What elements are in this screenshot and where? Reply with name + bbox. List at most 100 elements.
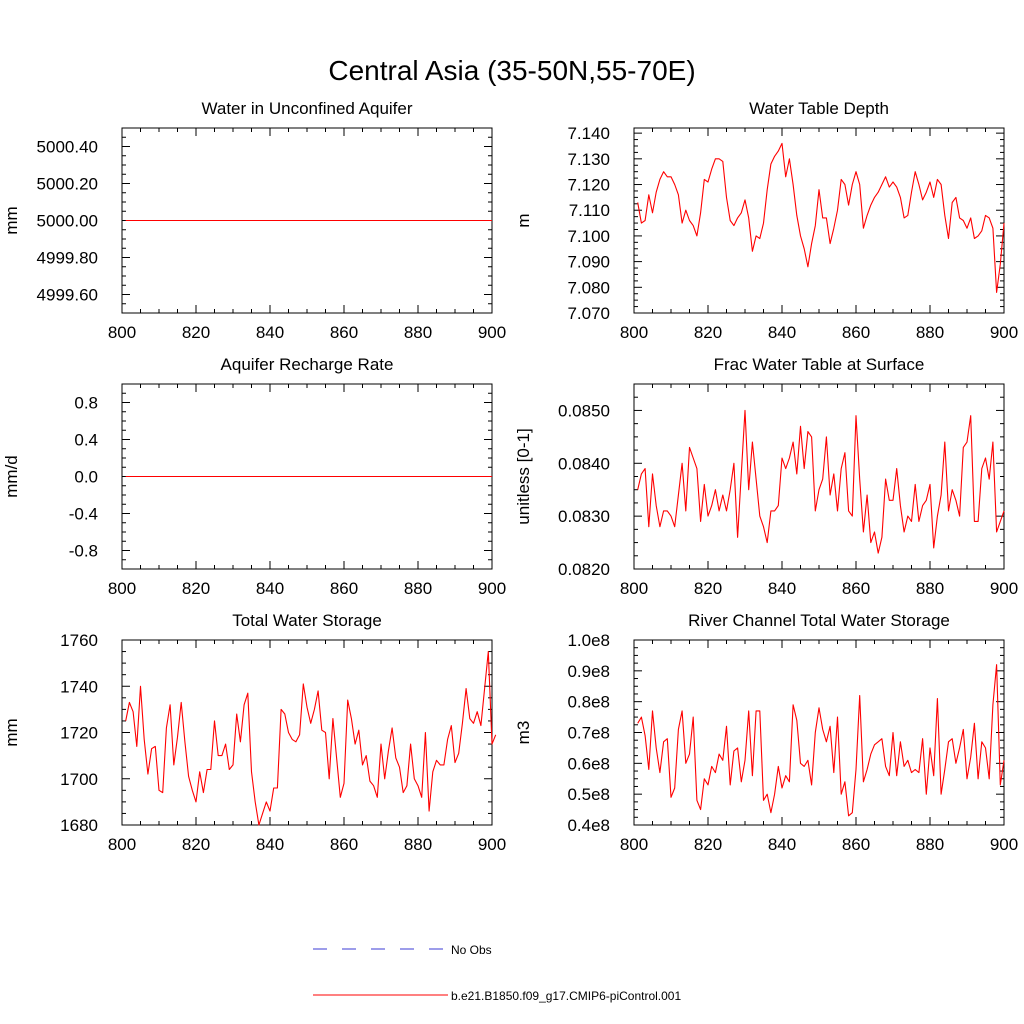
y-tick-label: -0.8 <box>69 542 98 561</box>
y-tick-label: 0.0830 <box>558 507 610 526</box>
x-tick-label: 860 <box>330 579 358 598</box>
x-tick-label: 800 <box>108 835 136 854</box>
x-tick-label: 900 <box>990 323 1018 342</box>
y-axis-label: m <box>514 213 533 227</box>
y-axis-label: mm <box>2 206 21 234</box>
x-tick-label: 860 <box>330 323 358 342</box>
x-tick-label: 860 <box>330 835 358 854</box>
y-tick-label: 1.0e8 <box>567 631 610 650</box>
plot-frame <box>633 383 1005 570</box>
legend-obs-label: No Obs <box>451 943 492 957</box>
x-tick-label: 860 <box>842 579 870 598</box>
y-tick-label: 0.5e8 <box>567 785 610 804</box>
y-tick-label: 0.7e8 <box>567 724 610 743</box>
x-tick-label: 820 <box>694 579 722 598</box>
x-tick-label: 880 <box>404 835 432 854</box>
y-tick-label: 5000.20 <box>37 175 98 194</box>
x-tick-label: 820 <box>694 835 722 854</box>
x-tick-label: 900 <box>990 579 1018 598</box>
legend: No Obs b.e21.B1850.f09_g17.CMIP6-piContr… <box>313 943 681 1003</box>
x-tick-label: 840 <box>256 323 284 342</box>
panel-2: Water Table Depth m 800 820 840 860 880 900 7.07… <box>514 99 1018 342</box>
x-tick-label: 880 <box>404 579 432 598</box>
panels: Water in Unconfined Aquifer mm 800 820 840 86… <box>2 99 1018 854</box>
y-tick-label: 1720 <box>60 724 98 743</box>
legend-model-label: b.e21.B1850.f09_g17.CMIP6-piControl.001 <box>451 989 681 1003</box>
y-axis-label: mm <box>2 718 21 746</box>
y-tick-label: 1700 <box>60 770 98 789</box>
y-tick-label: 7.120 <box>567 176 610 195</box>
panel-3: Aquifer Recharge Rate mm/d 800 820 840 860 880… <box>2 355 506 598</box>
x-tick-label: 820 <box>182 835 210 854</box>
y-tick-label: 0.0 <box>74 468 98 487</box>
x-tick-label: 840 <box>768 835 796 854</box>
y-tick-label: 1740 <box>60 677 98 696</box>
y-tick-label: 0.0820 <box>558 560 610 579</box>
y-tick-label: 0.4 <box>74 431 98 450</box>
x-tick-label: 860 <box>842 323 870 342</box>
x-tick-label: 840 <box>768 579 796 598</box>
series-line-1 <box>637 142 1005 293</box>
panel-title: River Channel Total Water Storage <box>688 611 950 630</box>
y-tick-label: 0.8e8 <box>567 693 610 712</box>
x-tick-label: 900 <box>478 579 506 598</box>
y-tick-label: 0.0850 <box>558 401 610 420</box>
y-tick-label: 7.110 <box>569 201 610 220</box>
x-tick-label: 880 <box>404 323 432 342</box>
panel-title: Total Water Storage <box>232 611 382 630</box>
y-tick-label: 0.0840 <box>558 454 610 473</box>
y-tick-label: 7.070 <box>567 304 610 323</box>
panel-4: Frac Water Table at Surface unitless [0-1… <box>514 355 1018 598</box>
y-tick-label: 5000.00 <box>37 212 98 231</box>
y-tick-label: 4999.60 <box>37 286 98 305</box>
x-tick-label: 860 <box>842 835 870 854</box>
y-tick-label: 7.130 <box>567 150 610 169</box>
x-tick-label: 820 <box>182 323 210 342</box>
x-tick-label: 800 <box>620 579 648 598</box>
panel-1: Water in Unconfined Aquifer mm 800 820 840 86… <box>2 99 506 342</box>
x-tick-label: 800 <box>108 323 136 342</box>
panel-title: Frac Water Table at Surface <box>714 355 925 374</box>
x-tick-label: 880 <box>916 835 944 854</box>
y-tick-label: -0.4 <box>69 505 98 524</box>
y-tick-label: 1760 <box>60 631 98 650</box>
y-tick-label: 0.6e8 <box>567 754 610 773</box>
y-tick-label: 7.080 <box>567 278 610 297</box>
x-tick-label: 900 <box>478 835 506 854</box>
series-line-1 <box>637 409 1005 554</box>
panel-5: Total Water Storage mm 800 820 840 860 880 900 1… <box>2 611 506 854</box>
series-line-1 <box>637 664 1005 817</box>
series-line-1 <box>125 651 497 826</box>
x-tick-label: 840 <box>768 323 796 342</box>
y-tick-label: 4999.80 <box>37 249 98 268</box>
x-tick-label: 880 <box>916 579 944 598</box>
y-axis-label: unitless [0-1] <box>514 428 533 524</box>
panel-title: Aquifer Recharge Rate <box>221 355 394 374</box>
y-tick-label: 1680 <box>60 816 98 835</box>
x-tick-label: 880 <box>916 323 944 342</box>
panel-title: Water Table Depth <box>749 99 889 118</box>
x-tick-label: 900 <box>990 835 1018 854</box>
y-axis-label: mm/d <box>2 455 21 498</box>
x-tick-label: 800 <box>108 579 136 598</box>
x-tick-label: 820 <box>694 323 722 342</box>
y-tick-label: 7.090 <box>567 253 610 272</box>
y-tick-label: 0.8 <box>74 394 98 413</box>
y-tick-label: 0.4e8 <box>567 816 610 835</box>
y-axis-label: m3 <box>514 721 533 745</box>
x-tick-label: 800 <box>620 323 648 342</box>
y-tick-label: 5000.40 <box>37 138 98 157</box>
plot-frame <box>633 639 1005 826</box>
x-tick-label: 900 <box>478 323 506 342</box>
y-tick-label: 7.100 <box>567 227 610 246</box>
figure-title: Central Asia (35-50N,55-70E) <box>328 55 695 86</box>
x-tick-label: 840 <box>256 835 284 854</box>
y-tick-label: 0.9e8 <box>567 662 610 681</box>
panel-title: Water in Unconfined Aquifer <box>201 99 412 118</box>
panel-6: River Channel Total Water Storage m3 800 82… <box>514 611 1018 854</box>
x-tick-label: 820 <box>182 579 210 598</box>
x-tick-label: 800 <box>620 835 648 854</box>
x-tick-label: 840 <box>256 579 284 598</box>
y-tick-label: 7.140 <box>567 124 610 143</box>
